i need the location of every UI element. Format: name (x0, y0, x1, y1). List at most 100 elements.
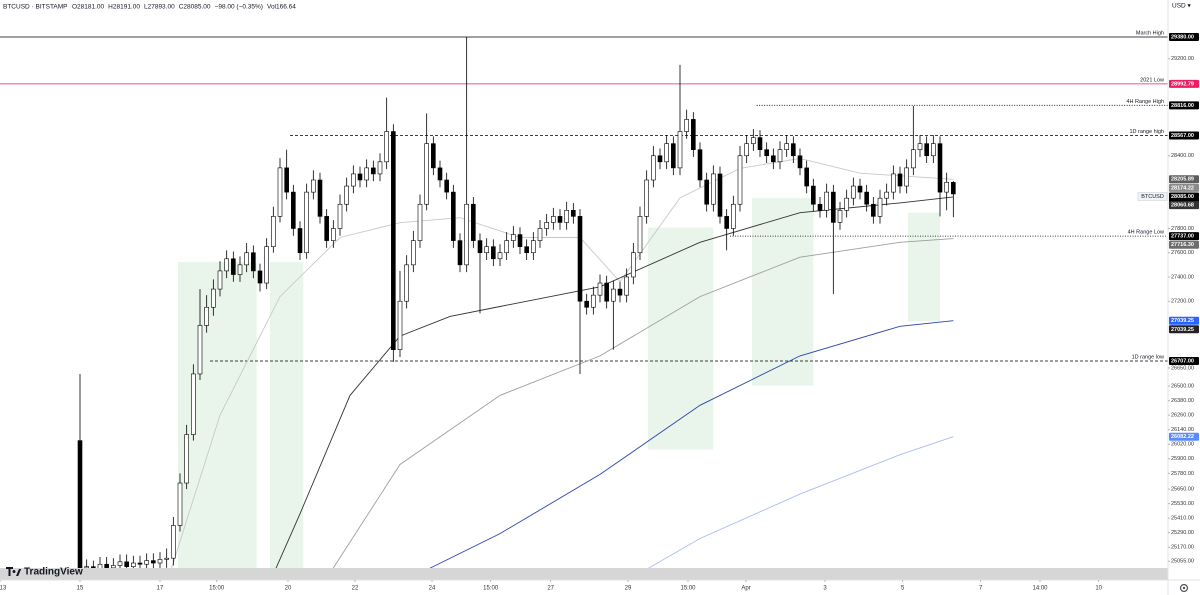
candle-body (391, 131, 396, 350)
y-tick-label: 27200.00 (1171, 299, 1194, 305)
y-tick-label: 26140.00 (1171, 427, 1194, 433)
price-tag (1169, 201, 1199, 210)
y-tick-label: 25170.00 (1171, 545, 1194, 551)
highlight-zone (752, 197, 814, 386)
candle-body (324, 216, 329, 241)
candle-body (944, 182, 949, 193)
x-tick-label: 17 (157, 586, 164, 592)
candle-body (757, 137, 763, 150)
ohlc-value: −98.00 (−0.35%) (215, 4, 263, 11)
candle-body (204, 306, 209, 326)
price-tag-label: 26082.22 (1171, 434, 1194, 440)
price-tag (1169, 101, 1199, 110)
currency[interactable]: USD ▾ (1172, 3, 1192, 10)
settings-icon[interactable] (1179, 583, 1189, 593)
price-tag-label: 28992.79 (1171, 81, 1194, 87)
candle-body (804, 167, 809, 187)
candle-body (524, 246, 529, 254)
candle-body (824, 191, 829, 211)
candle-body (511, 234, 516, 241)
candle-body (797, 155, 803, 169)
ohlc-value: C28085.00 (179, 4, 211, 11)
candle-body (624, 276, 629, 296)
candle-body (217, 270, 223, 290)
candle-body (231, 258, 236, 275)
price-tag-label: 26707.00 (1171, 358, 1194, 364)
y-tick-label: 28400.00 (1171, 153, 1194, 159)
moving-average (639, 436, 954, 574)
candle-body (611, 288, 616, 302)
candle-body (484, 246, 489, 254)
ohlc-value: H28191.00 (108, 4, 140, 11)
moving-average (419, 320, 954, 574)
candle-body (384, 131, 389, 163)
x-tick-label: 27 (547, 586, 554, 592)
candle-body (784, 143, 789, 150)
candle-body (117, 561, 123, 566)
level-label: March High (1136, 30, 1164, 36)
x-tick-label: 10 (1095, 586, 1102, 592)
candle-body (437, 167, 443, 181)
x-tick-label: 3 (823, 586, 827, 592)
candle-body (157, 559, 163, 564)
candle-body (377, 161, 383, 175)
candle-body (571, 210, 576, 217)
price-tag-label: 28174.22 (1171, 185, 1194, 191)
candle-body (197, 325, 203, 375)
x-tick-label: 15:00 (483, 586, 499, 592)
candle-body (404, 264, 409, 302)
highlight-zone (908, 212, 940, 322)
candle-body (884, 191, 889, 199)
price-tag (1169, 183, 1199, 192)
candle-body (297, 228, 303, 254)
candle-body (277, 167, 283, 217)
candle-body (851, 185, 856, 199)
x-tick-label: 7 (979, 586, 983, 592)
axis-layer: 29200.00 28400.00 27800.00 27600.00 27400.00… (0, 32, 1199, 592)
candle-body (771, 155, 776, 163)
candle-body (124, 561, 129, 567)
price-tag (1169, 316, 1199, 325)
candle-body (844, 197, 849, 211)
candle-body (424, 143, 429, 205)
candle-body (557, 216, 563, 223)
highlight-zone (178, 262, 257, 574)
candle-body (397, 300, 403, 350)
candle-body (457, 240, 463, 266)
candle-body (711, 173, 716, 205)
candle-body (151, 560, 156, 564)
plot-area: March High 2021 Low 4H Range High 1D range … (0, 30, 1168, 574)
candle-body (691, 119, 696, 150)
price-tag-label: 27716.30 (1171, 242, 1194, 248)
y-tick-label: 26260.00 (1171, 413, 1194, 419)
x-tick-label: 5 (901, 586, 905, 592)
candle-body (131, 562, 136, 567)
x-tick-label: 13 (0, 586, 7, 592)
candle-body (451, 191, 456, 241)
candle-body (817, 203, 823, 211)
candle-body (671, 143, 676, 169)
candle-body (411, 240, 416, 266)
candle-body (537, 228, 543, 241)
level-label: 1D range high (1129, 129, 1164, 135)
candle-body (471, 203, 476, 241)
x-tick-label: 15:00 (209, 586, 225, 592)
price-tag-label: 28567.00 (1171, 133, 1194, 139)
candle-body (877, 197, 883, 217)
candle-body (677, 131, 683, 169)
level-label: 4H Range High (1126, 99, 1164, 105)
price-tag-label: 27039.25 (1171, 327, 1194, 333)
price-tag (1169, 325, 1199, 334)
candle-body (831, 191, 836, 223)
candle-body (264, 246, 269, 284)
candle-body (251, 252, 256, 272)
bottom-band (0, 568, 1168, 580)
candle-body (444, 179, 449, 193)
candle-body (331, 228, 336, 241)
highlight-zone (648, 227, 714, 450)
candle-body (917, 143, 923, 150)
x-tick-label: Apr (741, 586, 750, 592)
candle-body (564, 210, 569, 223)
price-tag-label: 29380.00 (1171, 34, 1194, 40)
